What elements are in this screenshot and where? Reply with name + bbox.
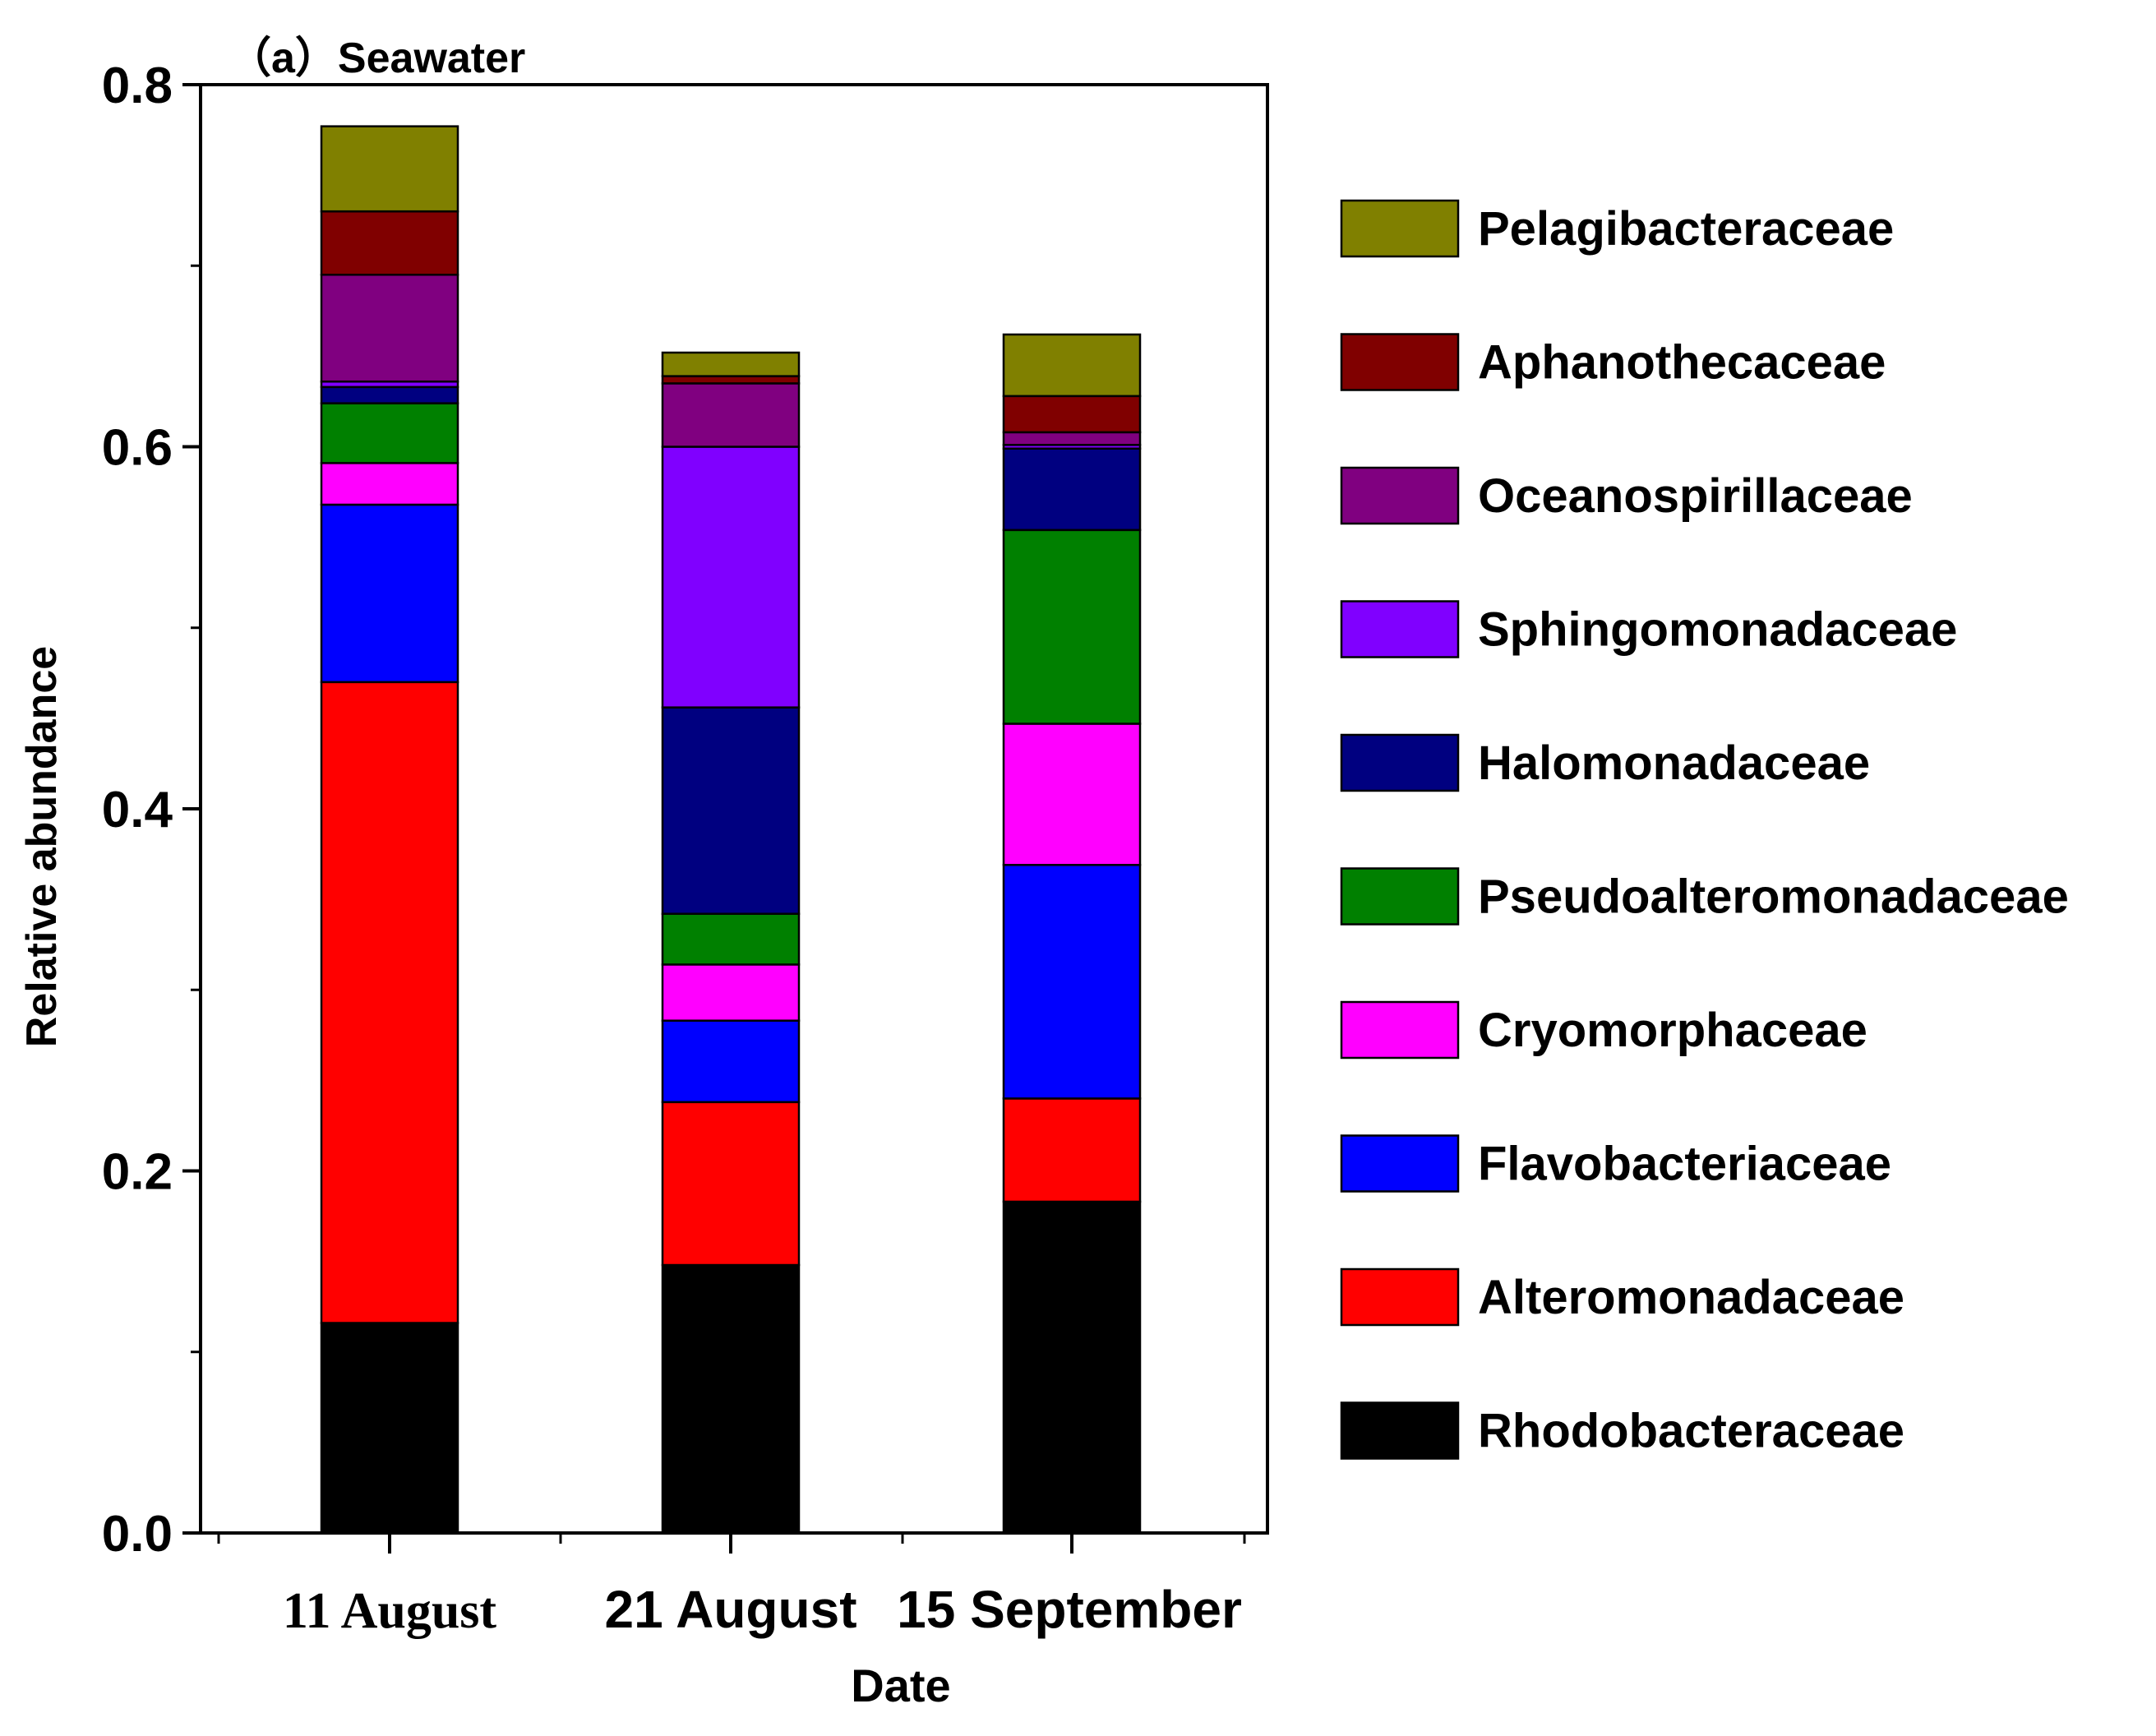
bar-segment-rhodobacteraceae-15-september	[1002, 1200, 1142, 1535]
bar-segment-halomonadaceae-15-september	[1002, 447, 1142, 532]
legend-label-flavobacteriaceae: Flavobacteriaceae	[1478, 1138, 1891, 1191]
y-tick-label: 0.0	[102, 1506, 173, 1563]
y-tick-label: 0.8	[102, 58, 173, 114]
legend-swatch-aphanothecaceae	[1340, 333, 1460, 391]
bar-segment-oceanospirillaceae-21-august	[661, 382, 801, 448]
chart-title: （a）Seawater	[229, 35, 525, 82]
legend: Pelagibacteraceae Aphanothecaceae Oceanosp…	[1340, 199, 2069, 1460]
bar-segment-sphingomonadaceae-21-august	[661, 446, 801, 709]
x-tick-label-11-august: 11 August	[283, 1583, 497, 1639]
bar-segment-oceanospirillaceae-15-september	[1002, 431, 1142, 446]
bar-segment-cryomorphaceae-15-september	[1002, 723, 1142, 866]
bar-segment-pelagibacteraceae-15-september	[1002, 333, 1142, 398]
bar-segment-aphanothecaceae-21-august	[661, 375, 801, 385]
y-tick-label: 0.2	[102, 1144, 173, 1201]
legend-label-pelagibacteraceae: Pelagibacteraceae	[1478, 202, 1894, 256]
bar-segment-aphanothecaceae-15-september	[1002, 395, 1142, 434]
legend-label-alteromonadaceae: Alteromonadaceae	[1478, 1271, 1904, 1324]
bar-segment-flavobacteriaceae-15-september	[1002, 864, 1142, 1100]
bar-segment-flavobacteriaceae-11-august	[320, 503, 459, 684]
legend-swatch-alteromonadaceae	[1340, 1267, 1460, 1327]
bar-segment-halomonadaceae-21-august	[661, 706, 801, 915]
legend-label-aphanothecaceae: Aphanothecaceae	[1478, 336, 1886, 390]
bar-segment-flavobacteriaceae-21-august	[661, 1019, 801, 1104]
legend-swatch-rhodobacteraceae	[1340, 1401, 1460, 1460]
legend-label-oceanospirillaceae: Oceanospirillaceae	[1478, 469, 1913, 523]
bar-segment-rhodobacteraceae-11-august	[320, 1322, 459, 1535]
legend-swatch-pseudoalteromonadaceae	[1340, 867, 1460, 926]
bar-segment-alteromonadaceae-21-august	[661, 1101, 801, 1267]
legend-swatch-pelagibacteraceae	[1340, 199, 1460, 258]
bar-segment-cryomorphaceae-21-august	[661, 963, 801, 1022]
bar-segment-pseudoalteromonadaceae-15-september	[1002, 529, 1142, 725]
bar-segment-pelagibacteraceae-21-august	[661, 351, 801, 377]
bar-segment-alteromonadaceae-15-september	[1002, 1097, 1142, 1203]
y-tick-label: 0.6	[102, 420, 173, 477]
legend-swatch-cryomorphaceae	[1340, 1000, 1460, 1060]
legend-label-rhodobacteraceae: Rhodobacteraceae	[1478, 1405, 1904, 1458]
axis-layer: 0.0 0.2 0.4 0.6 0.8 11 August 21 August 15 Sept…	[102, 58, 1246, 1639]
legend-swatch-oceanospirillaceae	[1340, 466, 1460, 525]
bar-segment-alteromonadaceae-11-august	[320, 681, 459, 1324]
legend-label-cryomorphaceae: Cryomorphaceae	[1478, 1004, 1867, 1057]
legend-label-pseudoalteromonadaceae: Pseudoalteromonadaceae	[1478, 870, 2069, 924]
bar-segment-pelagibacteraceae-11-august	[320, 125, 459, 213]
x-tick-label-21-august: 21 August	[605, 1580, 857, 1639]
bar-segment-rhodobacteraceae-21-august	[661, 1263, 801, 1535]
legend-label-halomonadaceae: Halomonadaceae	[1478, 736, 1870, 790]
legend-swatch-halomonadaceae	[1340, 733, 1460, 792]
bar-segment-aphanothecaceae-11-august	[320, 210, 459, 276]
y-axis-label: Relative abundance	[18, 646, 66, 1047]
bar-segment-cryomorphaceae-11-august	[320, 462, 459, 506]
x-tick-label-15-september: 15 September	[897, 1580, 1242, 1639]
x-axis-label: Date	[851, 1660, 950, 1711]
bar-segment-halomonadaceae-11-august	[320, 386, 459, 404]
bar-segment-pseudoalteromonadaceae-21-august	[661, 912, 801, 966]
y-tick-label: 0.4	[102, 782, 173, 838]
bars-layer	[320, 125, 1142, 1535]
legend-swatch-sphingomonadaceae	[1340, 600, 1460, 658]
legend-swatch-flavobacteriaceae	[1340, 1134, 1460, 1193]
bar-segment-pseudoalteromonadaceae-11-august	[320, 402, 459, 464]
bar-segment-oceanospirillaceae-11-august	[320, 274, 459, 383]
legend-label-sphingomonadaceae: Sphingomonadaceae	[1478, 603, 1957, 657]
